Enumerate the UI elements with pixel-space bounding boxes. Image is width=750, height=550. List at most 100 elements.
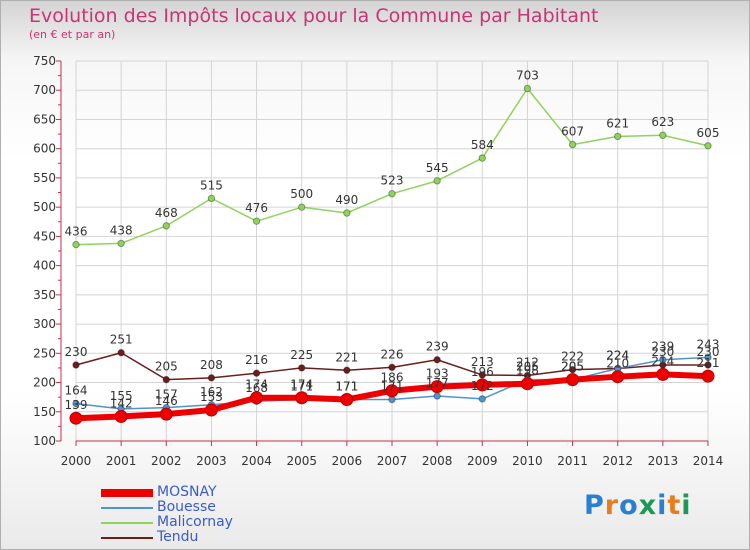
data-point: [568, 365, 577, 374]
data-point: [72, 399, 80, 408]
data-point: [69, 411, 83, 425]
data-label: 584: [471, 138, 494, 152]
x-tick-label: 2007: [377, 454, 408, 468]
legend-swatch: [101, 537, 153, 539]
x-tick-label: 2009: [467, 454, 498, 468]
data-point: [478, 371, 486, 379]
legend-label: Malicornay: [157, 514, 233, 530]
data-point: [252, 217, 261, 225]
data-point: [298, 203, 306, 211]
data-label: 146: [155, 394, 178, 408]
y-tick-label: 250: [33, 346, 56, 360]
data-label: 198: [516, 364, 539, 378]
data-point: [343, 366, 351, 374]
data-point: [701, 369, 715, 383]
x-tick-label: 2003: [196, 454, 227, 468]
legend-item: Bouesse: [101, 500, 321, 515]
data-label: 210: [606, 357, 629, 371]
data-label: 523: [381, 174, 404, 188]
data-point: [388, 190, 396, 198]
grid: [75, 60, 709, 442]
y-tick-label: 200: [33, 376, 56, 390]
data-label: 171: [290, 379, 313, 393]
x-tick-label: 2013: [648, 454, 679, 468]
data-point: [252, 369, 261, 377]
data-label: 174: [290, 378, 313, 392]
data-label: 174: [245, 378, 268, 392]
y-tick-label: 400: [33, 259, 56, 273]
data-point: [478, 154, 486, 162]
data-point: [659, 356, 667, 364]
legend-label: Bouesse: [157, 499, 216, 515]
data-point: [207, 374, 216, 382]
data-label: 157: [155, 388, 178, 402]
data-label: 436: [65, 225, 88, 239]
data-label: 211: [697, 356, 720, 370]
x-tick-label: 2014: [693, 454, 724, 468]
data-label: 171: [335, 379, 358, 393]
x-tick-label: 2011: [557, 454, 588, 468]
data-label: 142: [110, 396, 133, 410]
data-point: [388, 395, 396, 404]
data-point: [568, 140, 577, 149]
logo-letter: i: [657, 490, 668, 521]
legend-swatch: [101, 507, 153, 509]
data-point: [250, 391, 264, 405]
x-tick-label: 2008: [422, 454, 453, 468]
logo-letter: x: [638, 490, 658, 521]
legend-swatch: [101, 522, 153, 524]
data-point: [388, 363, 396, 372]
data-point: [385, 384, 399, 398]
data-point: [520, 377, 534, 391]
y-tick-label: 500: [33, 200, 56, 214]
data-label: 168: [245, 381, 268, 395]
data-point: [566, 373, 580, 387]
data-label: 164: [65, 384, 88, 398]
data-label: 139: [65, 398, 88, 412]
y-tick-label: 600: [33, 142, 56, 156]
data-label: 251: [110, 333, 133, 347]
x-tick-label: 2000: [61, 454, 92, 468]
legend-label: Tendu: [157, 529, 199, 545]
data-point: [114, 409, 128, 423]
data-label: 208: [200, 358, 223, 372]
logo-letter: t: [667, 490, 682, 521]
data-label: 605: [697, 126, 720, 140]
data-label: 703: [516, 68, 539, 82]
legend-item: MOSNAY: [101, 485, 321, 500]
legend-label: MOSNAY: [157, 484, 217, 500]
proxiti-logo: Proxiti: [584, 490, 692, 521]
data-label: 621: [606, 116, 629, 130]
y-tick-label: 700: [33, 83, 56, 97]
data-label: 239: [426, 340, 449, 354]
data-label: 205: [516, 360, 539, 374]
logo-letter: r: [604, 490, 620, 521]
y-tick-label: 750: [33, 54, 56, 68]
data-label: 225: [290, 348, 313, 362]
data-label: 226: [381, 347, 404, 361]
data-point: [159, 407, 173, 421]
data-point: [478, 395, 486, 403]
logo-letter: o: [619, 490, 639, 521]
data-point: [656, 367, 670, 381]
y-tick-label: 550: [33, 171, 56, 185]
data-label: 212: [516, 356, 539, 370]
data-point: [433, 177, 441, 185]
legend-item: Malicornay: [101, 515, 321, 530]
x-tick-label: 2002: [151, 454, 182, 468]
data-label: 224: [606, 349, 629, 363]
chart-title: Evolution des Impôts locaux pour la Comm…: [29, 5, 599, 27]
data-point: [614, 132, 622, 141]
data-label: 171: [335, 379, 358, 393]
chart-subtitle: (en € et par an): [29, 28, 116, 41]
x-tick-label: 2006: [332, 454, 363, 468]
data-point: [343, 209, 351, 217]
data-point: [433, 392, 441, 400]
data-point: [704, 361, 712, 369]
data-label: 468: [155, 206, 178, 220]
data-point: [340, 392, 354, 406]
data-label: 205: [561, 360, 584, 374]
